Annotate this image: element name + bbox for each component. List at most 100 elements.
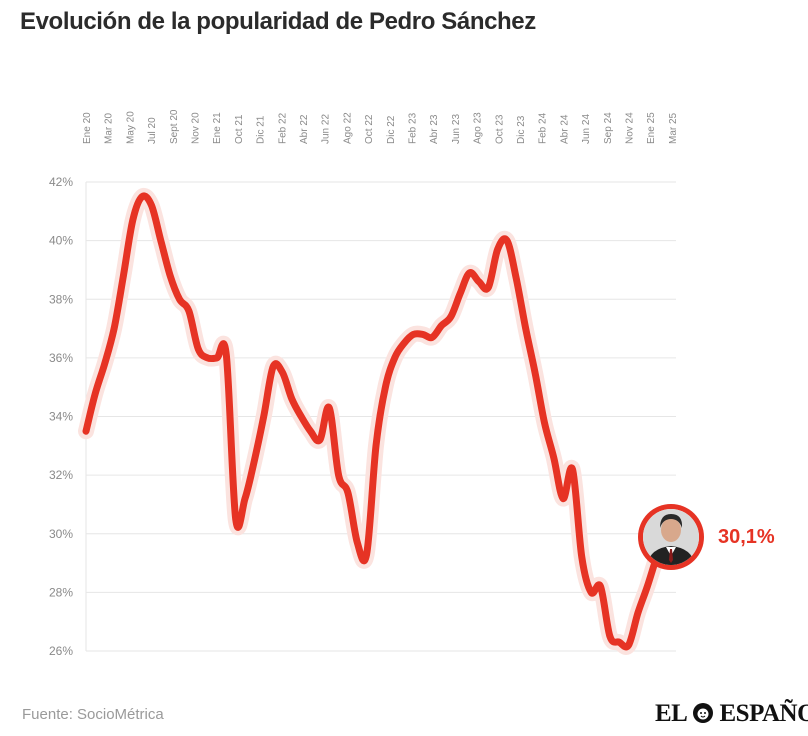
data-point (644, 583, 651, 590)
data-point (110, 325, 118, 332)
data-point (195, 345, 202, 353)
data-point (223, 351, 230, 359)
x-tick-labels: Ene 20 Mar 20 May 20 Jul 20 Sept 20 Nov 20 Ene… (82, 109, 679, 144)
x-tick-label: May 20 (125, 111, 136, 144)
series-line (82, 192, 670, 651)
el-espanol-logo: EL ESPAÑOL (655, 700, 808, 728)
data-point (335, 471, 342, 479)
data-point (438, 322, 445, 329)
data-point (503, 237, 511, 244)
data-point (316, 436, 324, 444)
y-tick-label: 32% (49, 468, 73, 482)
x-tick-label: Abr 23 (429, 114, 440, 144)
data-point (606, 633, 614, 640)
data-point (475, 278, 483, 285)
data-point (354, 539, 361, 546)
logo-text-el: EL (655, 700, 686, 727)
data-point (260, 413, 267, 420)
x-tick-label: Abr 24 (559, 114, 570, 144)
data-point (597, 583, 604, 590)
logo-text-espanol: ESPAÑOL (719, 700, 808, 727)
data-point (251, 457, 258, 464)
x-tick-label: Jun 24 (581, 114, 592, 144)
data-point (541, 419, 548, 426)
data-point (485, 284, 492, 291)
data-point (634, 609, 642, 617)
data-point (326, 404, 333, 411)
data-point (138, 193, 146, 200)
y-tick-label: 40% (49, 234, 73, 248)
data-point (559, 495, 567, 502)
data-point (391, 354, 398, 362)
data-point (232, 515, 239, 523)
data-point (148, 202, 155, 209)
y-tick-label: 42% (49, 175, 73, 189)
x-tick-label: Dic 21 (256, 115, 267, 144)
x-tick-label: Ago 22 (342, 112, 353, 144)
x-tick-label: Nov 24 (625, 112, 636, 144)
data-point (307, 427, 314, 435)
data-point (297, 413, 305, 420)
chart-title: Evolución de la popularidad de Pedro Sán… (20, 8, 536, 35)
data-point (185, 307, 193, 315)
x-tick-label: Mar 20 (104, 112, 115, 144)
data-point (344, 489, 352, 496)
data-point (382, 383, 389, 391)
data-point (101, 360, 108, 367)
x-tick-label: Ene 20 (82, 112, 93, 144)
x-tick-label: Dic 23 (516, 115, 527, 144)
data-point (82, 427, 90, 435)
data-point (288, 395, 296, 403)
x-tick-label: Feb 24 (538, 112, 549, 144)
x-tick-label: Ene 25 (646, 112, 657, 144)
x-tick-label: Oct 21 (234, 114, 245, 144)
data-point (279, 369, 286, 376)
data-point (363, 551, 370, 558)
data-point (400, 340, 408, 347)
data-point (92, 389, 99, 397)
source-note: Fuente: SocioMétrica (22, 706, 164, 723)
data-point (213, 354, 221, 362)
y-tick-label: 26% (49, 644, 73, 658)
data-point (428, 334, 436, 341)
data-point (456, 290, 464, 297)
x-tick-label: Jun 23 (451, 114, 462, 144)
data-point (372, 442, 380, 450)
data-point (176, 296, 183, 303)
data-point (513, 275, 520, 282)
x-tick-label: Abr 22 (299, 114, 310, 144)
x-tick-label: Ene 21 (212, 112, 223, 144)
y-tick-label: 30% (49, 527, 73, 541)
data-point (550, 454, 557, 461)
latest-value-label: 30,1% (718, 526, 775, 548)
y-tick-labels: 26% 28% 30% 32% 34% 36% 38% 40% 42% (49, 175, 73, 658)
y-tick-label: 28% (49, 585, 73, 599)
y-tick-label: 38% (49, 292, 73, 306)
data-point (625, 641, 632, 649)
data-point (120, 272, 127, 279)
x-tick-label: Dic 22 (386, 115, 397, 144)
data-point (157, 237, 165, 244)
x-tick-label: Nov 20 (191, 112, 202, 144)
data-point (419, 331, 426, 338)
x-tick-label: Oct 22 (364, 114, 375, 144)
data-point (587, 589, 595, 596)
person-portrait-icon (638, 504, 704, 570)
lion-head-icon (692, 703, 713, 723)
x-tick-label: Jul 20 (147, 117, 158, 144)
x-tick-label: Jun 22 (321, 114, 332, 144)
data-point (166, 272, 174, 279)
y-tick-label: 34% (49, 410, 73, 424)
data-point (522, 325, 529, 332)
data-point (578, 554, 586, 561)
x-tick-label: Feb 22 (277, 112, 288, 144)
x-tick-label: Ago 23 (473, 112, 484, 144)
x-tick-label: Feb 23 (408, 112, 419, 144)
data-point (269, 363, 277, 370)
data-point (241, 495, 249, 502)
data-point (569, 466, 576, 473)
y-tick-label: 36% (49, 351, 73, 365)
x-tick-label: Sept 20 (169, 109, 180, 144)
data-point (129, 216, 136, 224)
